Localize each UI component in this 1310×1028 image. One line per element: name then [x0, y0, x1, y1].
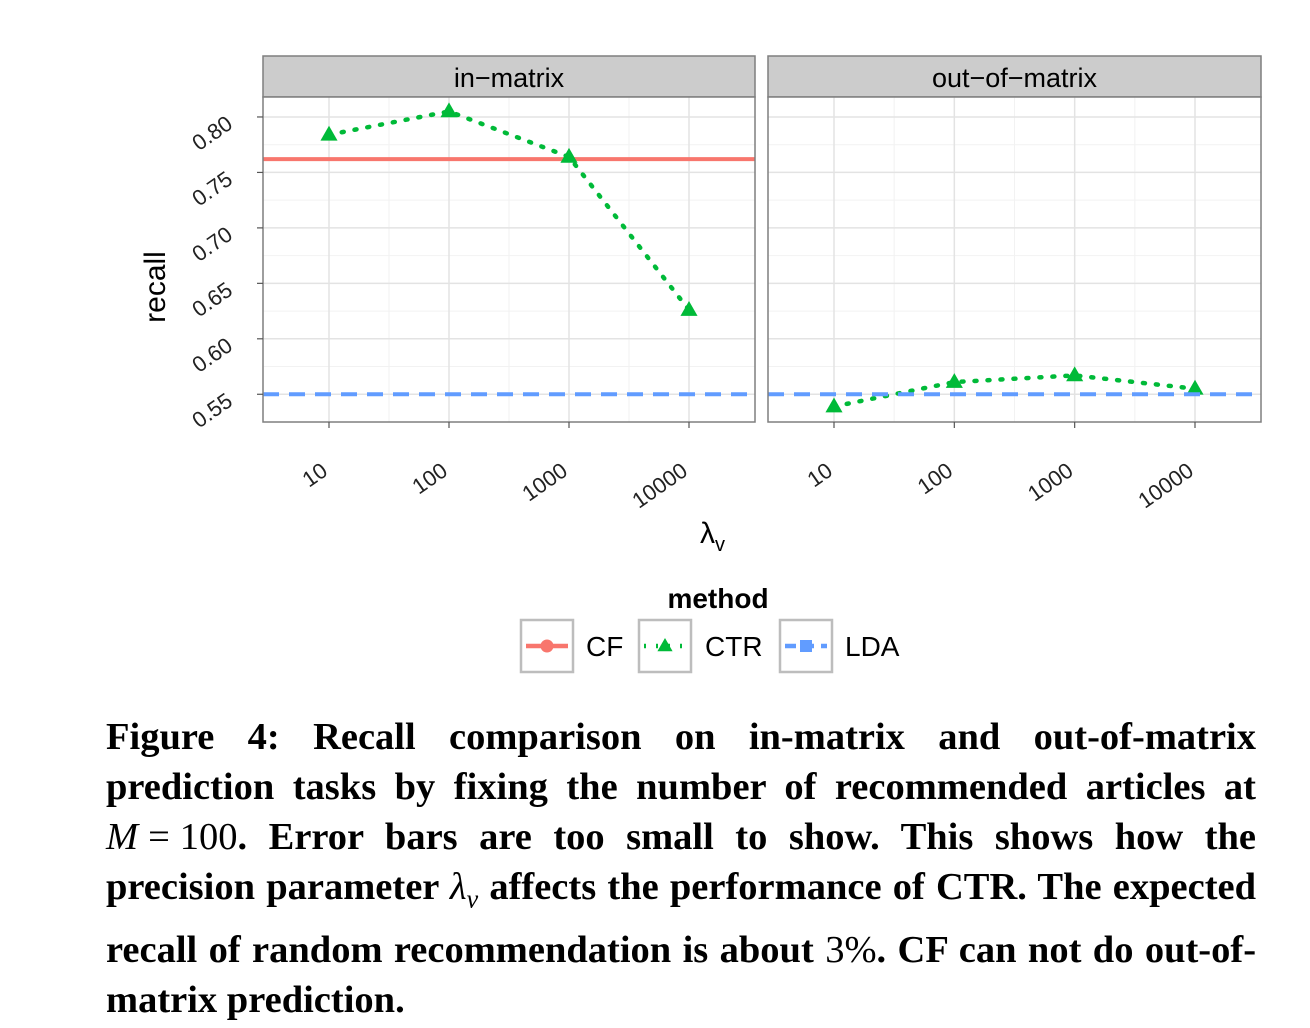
- caption-lambda-sub: v: [466, 884, 479, 914]
- caption-lambda: λ: [449, 866, 467, 908]
- x-tick-label: 10: [297, 458, 331, 493]
- legend-label: CTR: [705, 631, 763, 662]
- y-tick-label: 0.75: [187, 166, 236, 211]
- caption-eq-var: M: [106, 816, 139, 858]
- legend-key-marker: [800, 640, 812, 652]
- panel-out−of−matrix: out−of−matrix: [767, 55, 1262, 423]
- x-tick-label: 1000: [517, 458, 571, 507]
- y-tick-label: 0.70: [187, 222, 236, 267]
- panel-border: [262, 96, 756, 423]
- legend: method CF CTR LDA: [519, 583, 900, 674]
- caption-text-1: Recall comparison on in-matrix and out-o…: [106, 716, 1256, 808]
- series-CTR-point: [560, 147, 578, 163]
- x-axis-title-subscript: v: [715, 534, 725, 556]
- caption-text-3: affects the performance of CTR. The expe…: [106, 866, 1257, 971]
- panel-in−matrix: in−matrix: [262, 55, 756, 423]
- series-CTR-point: [825, 397, 843, 413]
- caption-percent: 3%: [825, 928, 877, 971]
- series-CTR-line: [831, 373, 1198, 409]
- x-tick-label: 1000: [1023, 458, 1077, 507]
- legend-label: CF: [586, 631, 623, 662]
- y-axis: 0.55 0.60 0.65 0.70 0.75 0.80 recall: [139, 111, 263, 433]
- series-CTR-point: [945, 373, 963, 388]
- series-CTR-point: [1186, 379, 1204, 395]
- legend-key-marker: [657, 638, 673, 652]
- legend-title: method: [667, 583, 768, 614]
- y-tick-label: 0.55: [187, 388, 236, 433]
- x-tick-label: 10000: [627, 458, 691, 514]
- legend-label: LDA: [845, 631, 900, 662]
- caption-text-4: . CF can not do out-of-matrix prediction…: [106, 928, 1257, 1021]
- x-tick-label: 10000: [1133, 458, 1197, 514]
- y-tick-label: 0.80: [187, 111, 236, 156]
- x-tick-label: 100: [913, 458, 957, 500]
- x-axis-title-symbol: λ: [700, 517, 715, 550]
- recall-chart: in−matrix out−of−matrix 0.550.600.650.700…: [139, 55, 1262, 674]
- series-CTR-point: [1066, 366, 1084, 382]
- x-axis-title: λv: [700, 517, 725, 556]
- legend-item-CTR: CTR: [637, 618, 763, 674]
- y-axis-title: recall: [139, 251, 172, 323]
- facet-strip-label: out−of−matrix: [932, 63, 1098, 93]
- caption-eq-sign: =: [148, 816, 170, 858]
- legend-key-marker: [540, 639, 554, 653]
- legend-item-CF: CF: [519, 618, 623, 674]
- facet-strip: [262, 55, 756, 98]
- caption-label: Figure 4:: [106, 716, 280, 758]
- caption-eq-val: 100: [179, 816, 238, 858]
- y-tick-label: 0.65: [187, 277, 236, 322]
- y-tick-label: 0.60: [187, 332, 236, 377]
- x-tick-label: 10: [802, 458, 836, 493]
- facet-strip-label: in−matrix: [454, 63, 565, 93]
- facet-panels: in−matrix out−of−matrix: [262, 55, 1262, 423]
- series-CTR-point: [680, 300, 698, 316]
- legend-item-LDA: LDA: [778, 618, 900, 674]
- caption-text-2: . Error bars are too small to show. This…: [106, 816, 1256, 908]
- x-tick-label: 100: [407, 458, 451, 500]
- panel-border: [767, 96, 1262, 423]
- series-CTR-point: [440, 102, 458, 118]
- series-CTR-point: [320, 125, 338, 141]
- figure-caption: Figure 4: Recall comparison on in-matrix…: [106, 712, 1256, 1025]
